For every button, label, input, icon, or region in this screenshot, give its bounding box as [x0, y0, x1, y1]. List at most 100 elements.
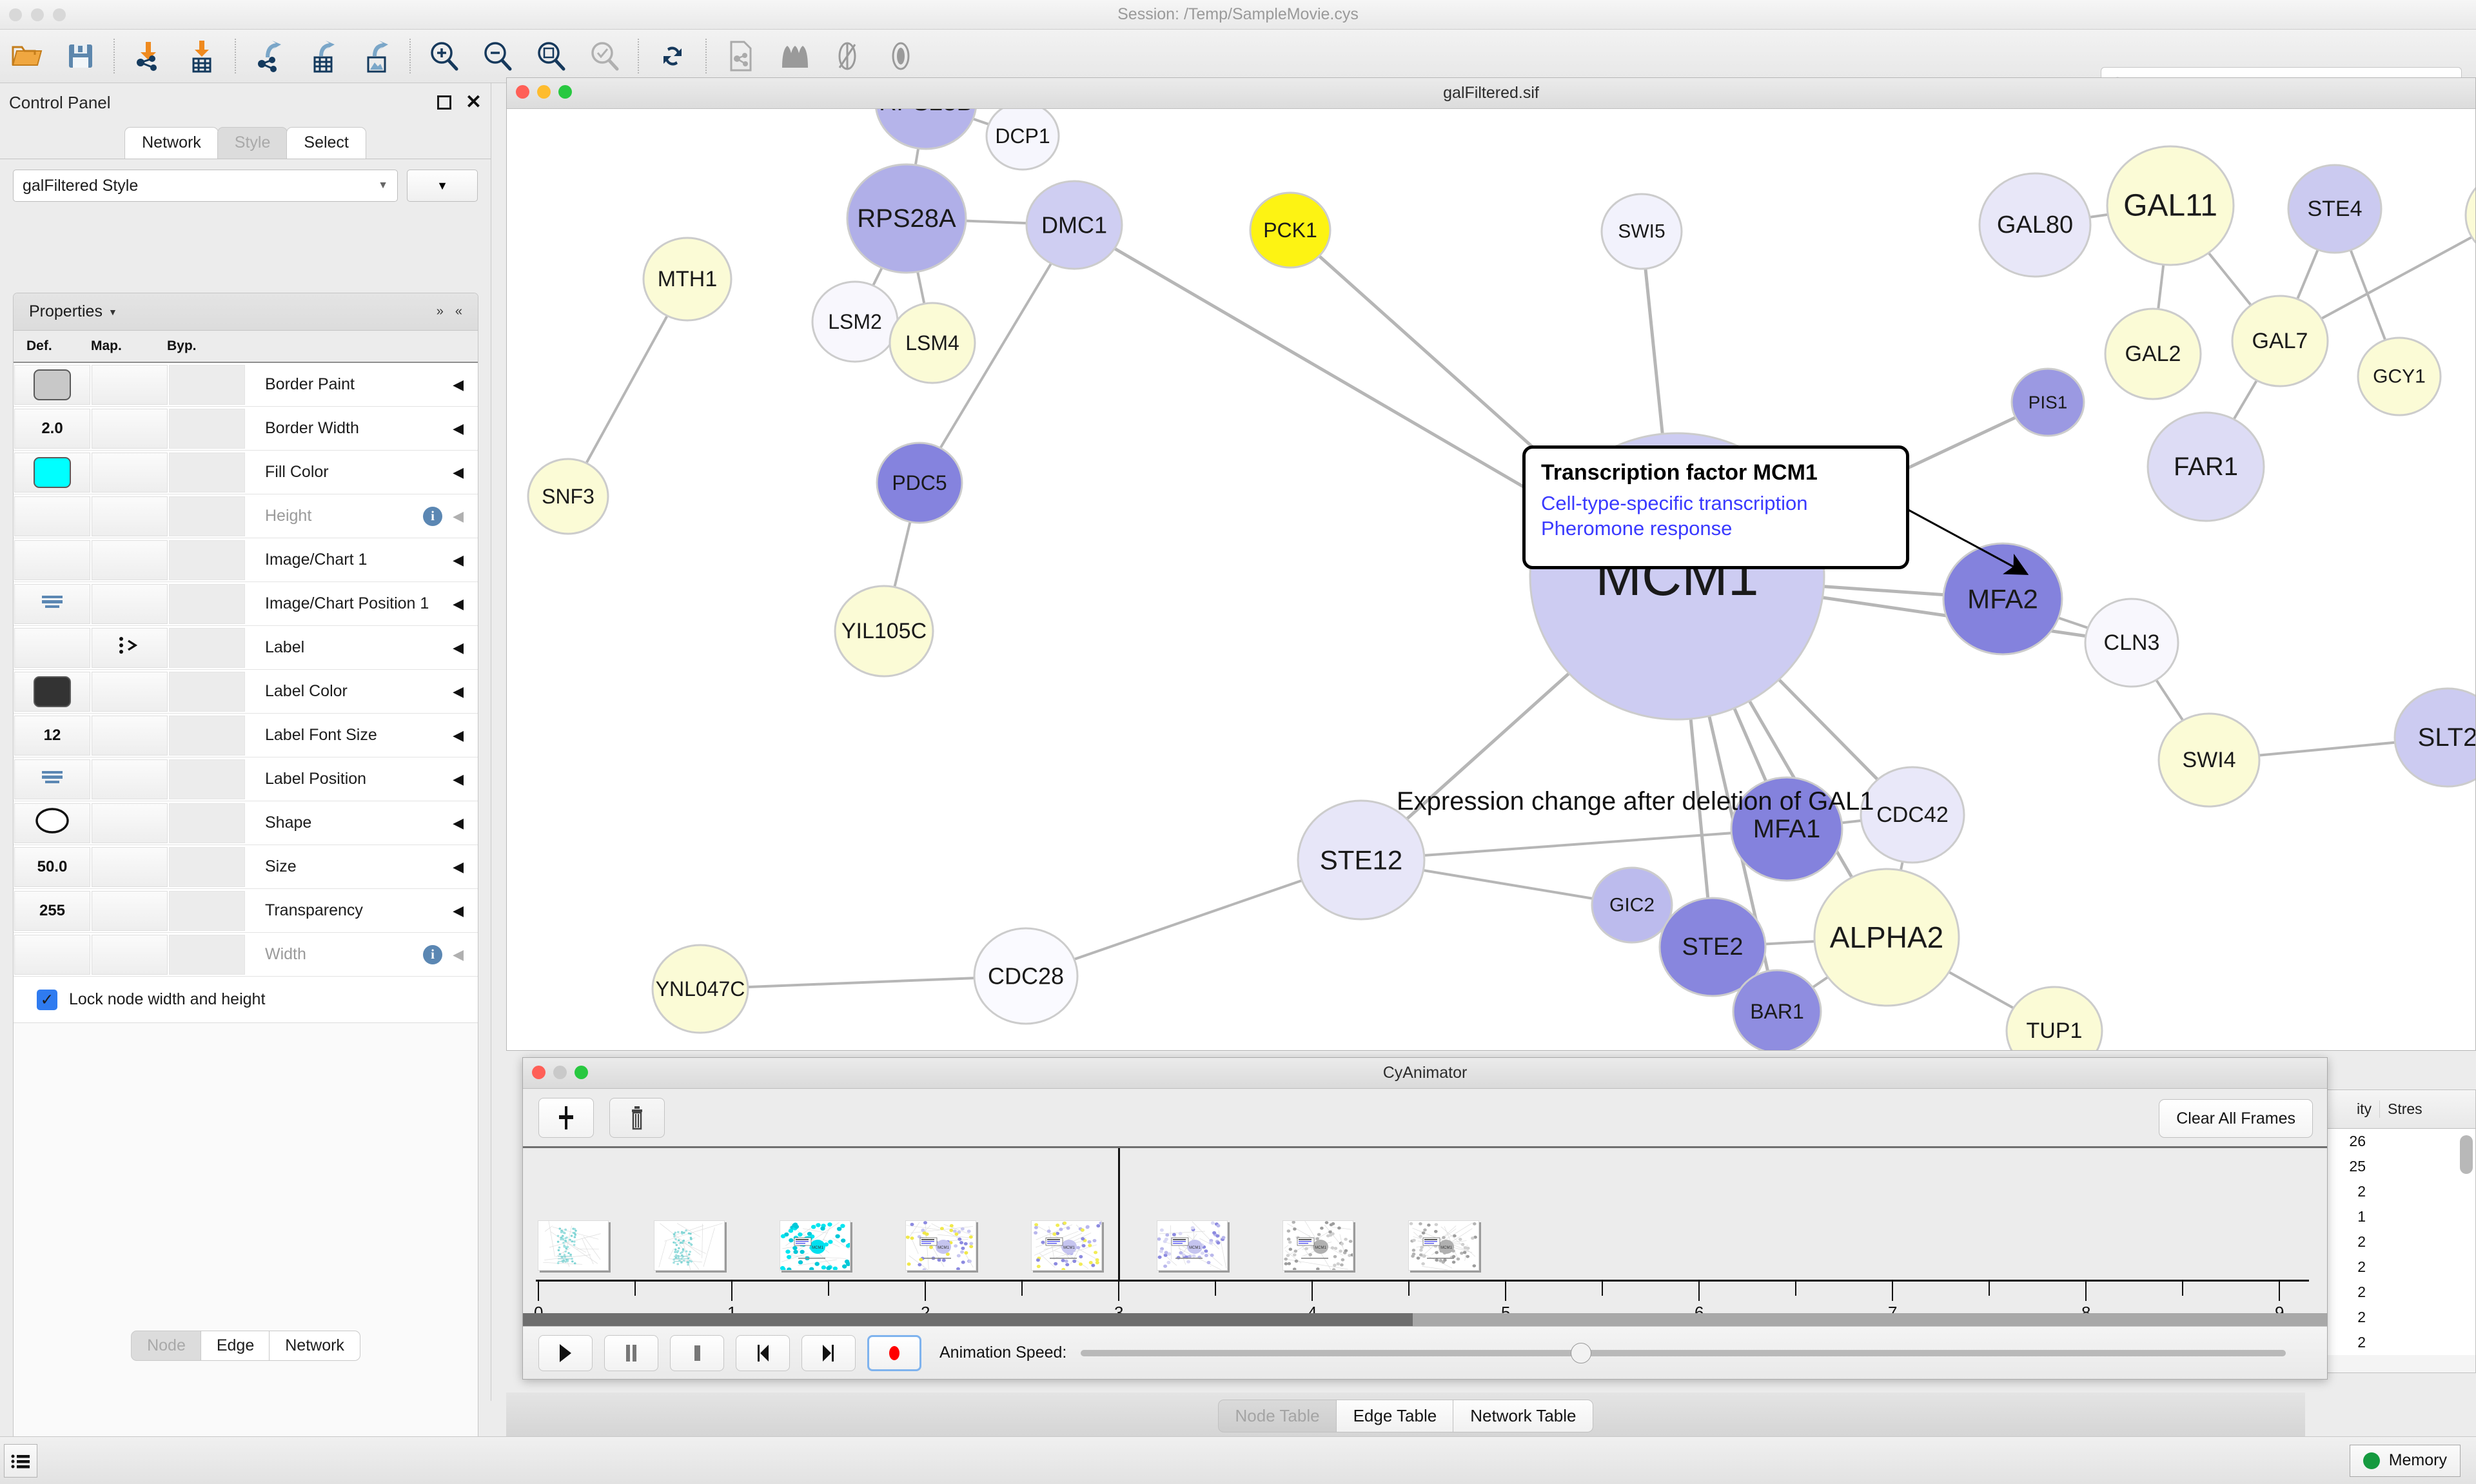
- cyanimator-traffic-lights[interactable]: [532, 1066, 588, 1079]
- property-mapping-width[interactable]: [92, 934, 168, 975]
- maximize-network-dot[interactable]: [558, 85, 572, 99]
- column-header-stress[interactable]: Stres: [2388, 1100, 2422, 1117]
- refresh-icon[interactable]: [645, 30, 699, 83]
- expand-arrow-icon[interactable]: ◀: [453, 727, 464, 743]
- network-node-gic2[interactable]: GIC2: [1591, 866, 1673, 944]
- property-default-label-color[interactable]: [14, 671, 90, 712]
- property-bypass-shape[interactable]: [169, 803, 245, 843]
- task-list-button[interactable]: [4, 1443, 37, 1478]
- show-all-icon[interactable]: [874, 30, 927, 83]
- network-node-pck1[interactable]: PCK1: [1249, 191, 1331, 269]
- save-session-icon[interactable]: [54, 30, 107, 83]
- lock-checkbox[interactable]: ✓: [37, 989, 57, 1010]
- expand-arrow-icon[interactable]: ◀: [453, 464, 464, 480]
- property-mapping-label-font-size[interactable]: [92, 715, 168, 756]
- expand-arrow-icon[interactable]: ◀: [453, 946, 464, 962]
- expand-arrow-icon[interactable]: ◀: [453, 683, 464, 699]
- network-node-far1[interactable]: FAR1: [2147, 411, 2265, 522]
- network-node-dcp1[interactable]: DCP1: [985, 109, 1060, 171]
- network-node-mfa2[interactable]: MFA2: [1942, 542, 2063, 656]
- property-default-width[interactable]: [14, 934, 90, 975]
- network-node-mfa1[interactable]: MFA1: [1730, 776, 1843, 882]
- export-table-icon[interactable]: [296, 30, 349, 83]
- timeline-frame[interactable]: MCM1: [1157, 1220, 1228, 1271]
- property-row[interactable]: Image/Chart Position 1 ◀: [14, 582, 478, 626]
- property-default-image-chart-1[interactable]: [14, 540, 90, 580]
- property-bypass-transparency[interactable]: [169, 890, 245, 931]
- property-mapping-size[interactable]: [92, 846, 168, 887]
- property-row[interactable]: 2.0 Border Width ◀: [14, 407, 478, 451]
- maximize-window-dot[interactable]: [53, 8, 66, 21]
- column-header-betweenness[interactable]: ity: [2303, 1100, 2380, 1118]
- maximize-icon[interactable]: [437, 95, 451, 110]
- property-row[interactable]: Image/Chart 1 ◀: [14, 538, 478, 582]
- timeline-frame[interactable]: [538, 1220, 609, 1271]
- table-scrollbar[interactable]: [2460, 1135, 2473, 1174]
- property-row[interactable]: Label Color ◀: [14, 670, 478, 714]
- timeline-frame[interactable]: MCM1: [1408, 1220, 1479, 1271]
- stop-button[interactable]: [670, 1334, 724, 1371]
- property-default-shape[interactable]: [14, 803, 90, 843]
- style-select[interactable]: galFiltered Style ▼: [13, 170, 398, 202]
- close-window-dot[interactable]: [9, 8, 22, 21]
- network-node-lsm4[interactable]: LSM4: [889, 302, 976, 384]
- delete-frame-button[interactable]: [609, 1097, 665, 1138]
- property-bypass-border-width[interactable]: [169, 408, 245, 449]
- table-row[interactable]: 26: [2303, 1129, 2475, 1154]
- property-row[interactable]: Border Paint ◀: [14, 363, 478, 407]
- expand-arrow-icon[interactable]: ◀: [453, 639, 464, 656]
- expand-arrow-icon[interactable]: ◀: [453, 551, 464, 568]
- network-node-pdc5[interactable]: PDC5: [876, 442, 963, 524]
- hide-selected-icon[interactable]: [820, 30, 874, 83]
- close-cyanimator-dot[interactable]: [532, 1066, 545, 1079]
- new-network-icon[interactable]: [713, 30, 767, 83]
- property-default-label[interactable]: [14, 627, 90, 668]
- property-default-border-paint[interactable]: [14, 364, 90, 405]
- scrollbar-thumb[interactable]: [523, 1313, 1413, 1326]
- property-bypass-label-font-size[interactable]: [169, 715, 245, 756]
- table-row[interactable]: 1: [2303, 1204, 2475, 1229]
- close-icon[interactable]: ✕: [465, 92, 482, 113]
- table-row[interactable]: 2: [2303, 1305, 2475, 1330]
- property-mapping-height[interactable]: [92, 496, 168, 536]
- network-node-pis1[interactable]: PIS1: [2010, 367, 2085, 437]
- network-node-lsm2[interactable]: LSM2: [811, 280, 899, 363]
- property-mapping-label-color[interactable]: [92, 671, 168, 712]
- network-node-gal80[interactable]: GAL80: [1978, 172, 2092, 278]
- property-bypass-label-position[interactable]: [169, 759, 245, 799]
- expand-arrow-icon[interactable]: ◀: [453, 595, 464, 612]
- tab-node-table[interactable]: Node Table: [1217, 1399, 1337, 1432]
- timeline-frame[interactable]: MCM1: [1031, 1220, 1102, 1271]
- zoom-selected-icon[interactable]: [578, 30, 631, 83]
- network-node-gal2[interactable]: GAL2: [2104, 308, 2202, 400]
- network-node-ste12[interactable]: STE12: [1297, 799, 1426, 921]
- add-frame-button[interactable]: [538, 1097, 594, 1138]
- table-row[interactable]: 2: [2303, 1330, 2475, 1355]
- speed-slider-knob[interactable]: [1571, 1342, 1592, 1363]
- property-default-size[interactable]: 50.0: [14, 846, 90, 887]
- property-mapping-border-width[interactable]: [92, 408, 168, 449]
- timeline-playhead[interactable]: [1118, 1148, 1120, 1280]
- network-node-dmc1[interactable]: DMC1: [1025, 180, 1123, 270]
- import-network-icon[interactable]: [121, 30, 175, 83]
- zoom-fit-icon[interactable]: [524, 30, 578, 83]
- network-node-ste4[interactable]: STE4: [2287, 164, 2383, 254]
- network-traffic-lights[interactable]: [516, 85, 572, 99]
- network-node-ynl047c[interactable]: YNL047C: [651, 944, 749, 1034]
- minimize-window-dot[interactable]: [31, 8, 44, 21]
- timeline-frame[interactable]: MCM1: [780, 1220, 850, 1271]
- tab-node[interactable]: Node: [131, 1330, 202, 1361]
- network-graph[interactable]: RPS28B DCP1 RPS28A DMC1 PCK1 SWI5 GAL80 GAL11 ST…: [507, 109, 2475, 1050]
- expand-all-icon[interactable]: «: [455, 304, 462, 318]
- pause-button[interactable]: [604, 1334, 658, 1371]
- property-mapping-fill-color[interactable]: [92, 452, 168, 493]
- property-bypass-label-color[interactable]: [169, 671, 245, 712]
- table-row[interactable]: 2: [2303, 1179, 2475, 1204]
- property-default-height[interactable]: [14, 496, 90, 536]
- record-button[interactable]: [867, 1334, 921, 1371]
- position-icon[interactable]: [39, 593, 65, 614]
- property-mapping-shape[interactable]: [92, 803, 168, 843]
- property-row[interactable]: Width i ◀: [14, 933, 478, 977]
- mapping-icon[interactable]: [115, 636, 144, 659]
